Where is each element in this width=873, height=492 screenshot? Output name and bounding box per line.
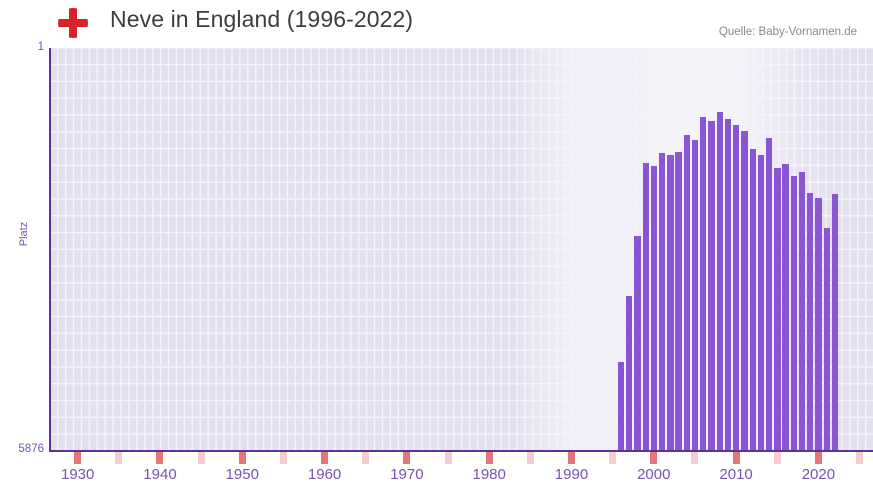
x-tick-label-1960: 1960: [307, 466, 342, 483]
bar-2020[interactable]: [815, 198, 822, 451]
x-tick-label-1980: 1980: [472, 466, 506, 483]
x-tick-label-1970: 1970: [390, 466, 424, 483]
bar-series: [50, 48, 873, 451]
bar-2008[interactable]: [716, 112, 723, 451]
x-tick-mark-2020: [814, 452, 822, 464]
x-tick-mark-1990: [567, 452, 575, 464]
x-tick-mark-1950: [238, 452, 246, 464]
bar-2000[interactable]: [650, 166, 658, 451]
x-tick-mark-1985: [526, 452, 534, 464]
bar-2009[interactable]: [724, 118, 732, 451]
bar-1996[interactable]: [617, 362, 625, 451]
bar-2011[interactable]: [741, 130, 748, 451]
x-tick-mark-2005: [691, 452, 699, 464]
bar-2005[interactable]: [691, 139, 699, 451]
bar-2022[interactable]: [831, 194, 839, 451]
x-tick-mark-1975: [444, 452, 452, 464]
bar-2015[interactable]: [774, 168, 781, 451]
bar-2002[interactable]: [667, 155, 674, 451]
bar-2019[interactable]: [807, 193, 814, 451]
x-tick-label-1990: 1990: [554, 466, 589, 483]
bar-2012[interactable]: [749, 149, 756, 451]
x-tick-label-1940: 1940: [143, 466, 177, 483]
y-axis-tick-top: 1: [37, 41, 44, 53]
x-tick-mark-1980: [485, 452, 493, 464]
chart-header: Neve in England (1996-2022) Quelle: Baby…: [0, 0, 873, 45]
x-axis-line: [49, 450, 873, 452]
bar-2010[interactable]: [733, 125, 740, 451]
x-tick-mark-1995: [609, 452, 617, 464]
bar-2013[interactable]: [757, 154, 765, 451]
x-tick-mark-1955: [279, 452, 287, 464]
bar-2018[interactable]: [798, 171, 806, 451]
bar-2006[interactable]: [700, 117, 707, 451]
bar-2004[interactable]: [683, 134, 690, 451]
y-axis-tick-bottom: 5876: [18, 443, 44, 455]
bar-2003[interactable]: [675, 151, 682, 451]
chart-plot-area: [50, 48, 873, 451]
x-tick-mark-2015: [773, 452, 781, 464]
x-tick-mark-2000: [650, 452, 658, 464]
x-tick-mark-2010: [732, 452, 740, 464]
x-tick-mark-1940: [156, 452, 164, 464]
england-flag-icon: [58, 8, 88, 38]
source-attribution: Quelle: Baby-Vornamen.de: [718, 26, 857, 38]
x-tick-label-2000: 2000: [637, 466, 671, 483]
x-tick-mark-1930: [74, 452, 82, 464]
x-tick-label-1950: 1950: [225, 466, 259, 483]
y-axis-line: [49, 48, 51, 452]
flag-cross-vertical: [69, 8, 77, 38]
x-tick-mark-1960: [321, 452, 329, 464]
x-tick-mark-2025: [856, 452, 864, 464]
x-tick-mark-1965: [362, 452, 370, 464]
bar-2001[interactable]: [659, 152, 666, 451]
bar-1998[interactable]: [634, 236, 641, 451]
chart-title: Neve in England (1996-2022): [110, 6, 414, 32]
y-axis-label: Platz: [18, 221, 30, 247]
bar-2007[interactable]: [708, 121, 715, 451]
bar-1997[interactable]: [626, 296, 633, 451]
bar-2014[interactable]: [766, 138, 773, 451]
bar-2017[interactable]: [790, 176, 797, 451]
bar-1999[interactable]: [642, 163, 649, 451]
x-tick-label-1930: 1930: [61, 466, 95, 483]
x-tick-label-2020: 2020: [801, 466, 836, 483]
x-tick-mark-1935: [115, 452, 123, 464]
x-tick-mark-1945: [197, 452, 205, 464]
x-tick-label-2010: 2010: [719, 466, 753, 483]
bar-2016[interactable]: [782, 163, 789, 451]
x-tick-mark-1970: [403, 452, 411, 464]
bar-2021[interactable]: [823, 228, 830, 451]
